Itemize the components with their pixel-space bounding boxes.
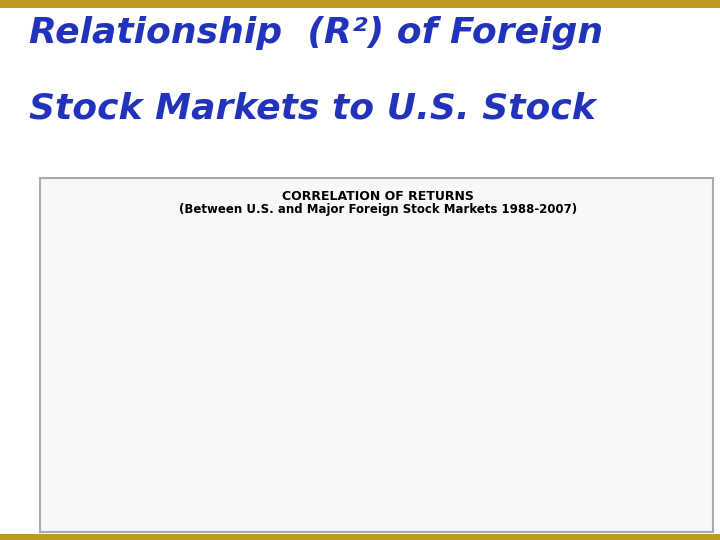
Text: 55%: 55%	[333, 300, 358, 309]
Bar	[556, 313, 587, 464]
Bar	[150, 266, 180, 464]
Bar	[466, 283, 496, 464]
Bar	[194, 347, 225, 464]
Bar	[647, 291, 677, 464]
Text: (Between U.S. and Major Foreign Stock Markets 1988-2007): (Between U.S. and Major Foreign Stock Ma…	[179, 202, 577, 215]
Text: CORRELATION OF RETURNS: CORRELATION OF RETURNS	[282, 190, 474, 203]
Text: 60%: 60%	[423, 286, 449, 295]
Bar	[510, 260, 541, 464]
Bar	[104, 291, 135, 464]
Text: 71%: 71%	[152, 255, 177, 265]
Bar	[375, 277, 406, 464]
Bar	[330, 310, 361, 464]
Text: 62%: 62%	[649, 280, 674, 290]
Text: 50%: 50%	[604, 314, 629, 323]
Text: 35%: 35%	[243, 355, 268, 366]
Text: 51%: 51%	[288, 310, 312, 321]
Text: 62%: 62%	[107, 280, 132, 290]
Bar	[420, 296, 451, 464]
Text: 73%: 73%	[513, 249, 539, 259]
Bar	[601, 325, 631, 464]
Bar	[240, 367, 271, 464]
Text: 67%: 67%	[378, 266, 403, 276]
Text: 65%: 65%	[469, 272, 493, 281]
Bar	[285, 322, 315, 464]
Text: Relationship  (R²) of Foreign: Relationship (R²) of Foreign	[29, 16, 603, 50]
Text: Stock Markets to U.S. Stock: Stock Markets to U.S. Stock	[29, 92, 595, 126]
Text: 42%: 42%	[197, 336, 222, 346]
Text: 54%: 54%	[559, 302, 584, 312]
